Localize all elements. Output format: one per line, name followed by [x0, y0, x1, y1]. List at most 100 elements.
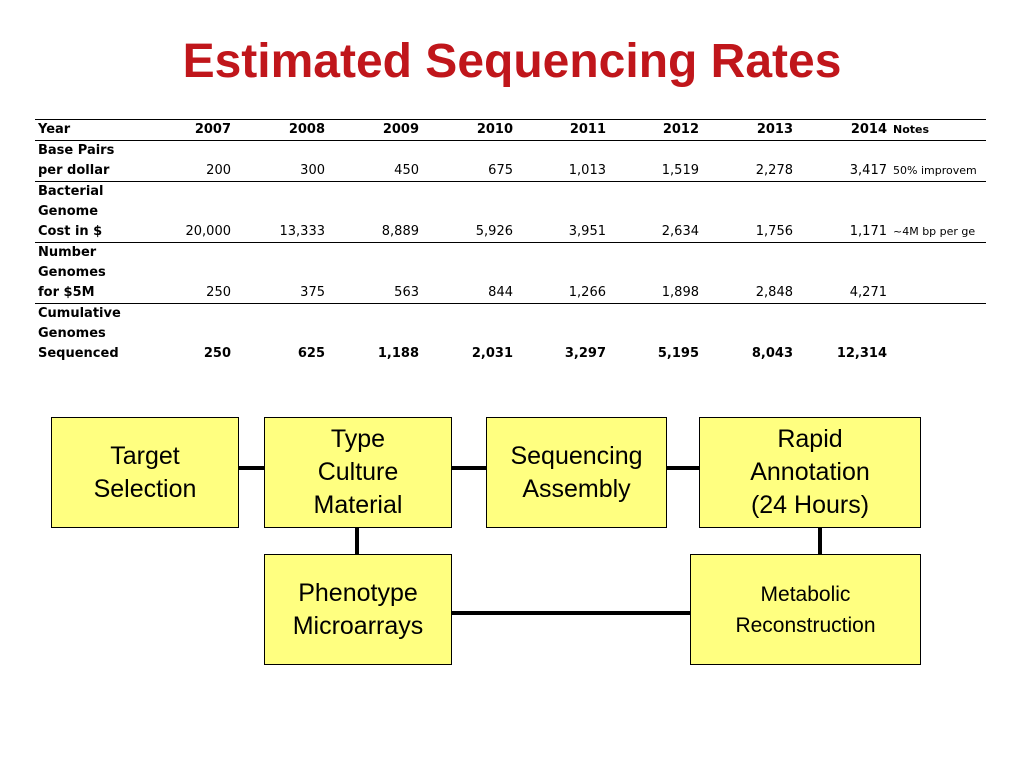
table-cell [513, 202, 606, 222]
table-cell: 1,013 [568, 163, 606, 178]
row-note [887, 344, 986, 364]
header-year: 2008 [231, 119, 325, 141]
table-cell [157, 263, 231, 283]
table-cell: 3,417 [849, 163, 887, 178]
table-cell [606, 303, 699, 324]
table-row: Number [35, 242, 986, 263]
rapid-annotation-box: Rapid Annotation (24 Hours) [699, 417, 921, 528]
header-year: 2014 [793, 119, 887, 141]
table-cell [606, 263, 699, 283]
table-cell [325, 202, 419, 222]
table-cell [419, 202, 513, 222]
table-cell: 200 [206, 163, 231, 178]
table-cell [513, 263, 606, 283]
table-cell: 844 [488, 285, 513, 300]
table-cell: 1,756 [755, 224, 793, 239]
table-cell [419, 181, 513, 202]
type-culture-material-box: Type Culture Material [264, 417, 452, 528]
row-label-line: Cost in $ [38, 224, 103, 239]
table-cell [231, 202, 325, 222]
table-row: Genomes [35, 324, 986, 344]
table-cell: 563 [394, 285, 419, 300]
table-cell [157, 303, 231, 324]
metabolic-reconstruction-box: Metabolic Reconstruction [690, 554, 921, 665]
phenotype-microarrays-box: Phenotype Microarrays [264, 554, 452, 665]
table-row: Cumulative [35, 303, 986, 324]
table-cell [699, 140, 793, 161]
header-year: 2009 [325, 119, 419, 141]
table-cell [513, 140, 606, 161]
table-cell [325, 140, 419, 161]
table-cell: 375 [300, 285, 325, 300]
row-label-line: for $5M [38, 285, 95, 300]
table-cell [513, 324, 606, 344]
header-year: 2010 [419, 119, 513, 141]
table-cell: 5,195 [657, 346, 699, 361]
connector-annotation-to-metabolic [818, 528, 822, 555]
table-cell [606, 202, 699, 222]
table-row: for $5M 250 375 563 844 1,266 1,898 2,848 4,271 [35, 283, 986, 304]
table-cell [699, 324, 793, 344]
connector-type-to-sequencing [452, 466, 487, 470]
table-cell: 675 [488, 163, 513, 178]
table-cell: 2,031 [471, 346, 513, 361]
table-cell [157, 324, 231, 344]
connector-target-to-type [239, 466, 265, 470]
table-cell: 12,314 [836, 346, 887, 361]
row-label-line: Genome [38, 204, 99, 219]
table-cell: 13,333 [279, 224, 326, 239]
table-cell [231, 181, 325, 202]
table-cell: 625 [297, 346, 325, 361]
table-cell: 1,171 [849, 224, 887, 239]
table-cell [231, 324, 325, 344]
header-year-label: Year [35, 119, 157, 141]
table-row: Cost in $ 20,000 13,333 8,889 5,926 3,951 2,63… [35, 222, 986, 243]
table-cell [231, 242, 325, 263]
header-notes-label: Notes [887, 119, 986, 141]
table-cell [699, 181, 793, 202]
table-cell: 3,951 [568, 224, 606, 239]
row-label-line: per dollar [38, 163, 110, 178]
table-cell: 2,634 [661, 224, 699, 239]
row-label-line: Genomes [38, 326, 106, 341]
table-cell [157, 140, 231, 161]
table-cell [793, 324, 887, 344]
table-cell [699, 303, 793, 324]
header-year: 2012 [606, 119, 699, 141]
table-row: Genome [35, 202, 986, 222]
table-cell [513, 181, 606, 202]
table-header-row: Year 2007 2008 2009 2010 2011 2012 2013 2014 Note… [35, 119, 986, 141]
table-cell: 8,043 [751, 346, 793, 361]
table-row: Sequenced 250 625 1,188 2,031 3,297 5,195 8,043… [35, 344, 986, 364]
table-cell: 2,848 [755, 285, 793, 300]
table-row: Base Pairs [35, 140, 986, 161]
table-row: per dollar 200 300 450 675 1,013 1,519 2,278 3,4… [35, 161, 986, 182]
table-cell [793, 263, 887, 283]
table-cell [157, 202, 231, 222]
sequencing-rates-table: Year 2007 2008 2009 2010 2011 2012 2013 2014 Note… [35, 119, 986, 364]
table-cell [793, 303, 887, 324]
table-cell [793, 181, 887, 202]
table-cell [513, 303, 606, 324]
row-note [887, 324, 986, 344]
row-note [887, 242, 986, 263]
header-year: 2011 [513, 119, 606, 141]
slide-title: Estimated Sequencing Rates [182, 35, 842, 88]
table-cell [513, 242, 606, 263]
table-cell [231, 303, 325, 324]
row-note [887, 283, 986, 304]
table-cell [606, 140, 699, 161]
row-note [887, 303, 986, 324]
table-row: Genomes [35, 263, 986, 283]
table-cell [699, 263, 793, 283]
table-cell [419, 242, 513, 263]
connector-phenotype-to-metabolic [452, 611, 691, 615]
table-cell: 4,271 [849, 285, 887, 300]
table-cell [699, 202, 793, 222]
table-cell: 1,519 [661, 163, 699, 178]
row-note [887, 263, 986, 283]
table-cell [157, 181, 231, 202]
table-cell: 20,000 [185, 224, 232, 239]
table-cell [419, 303, 513, 324]
row-label-line: Cumulative [35, 303, 157, 324]
